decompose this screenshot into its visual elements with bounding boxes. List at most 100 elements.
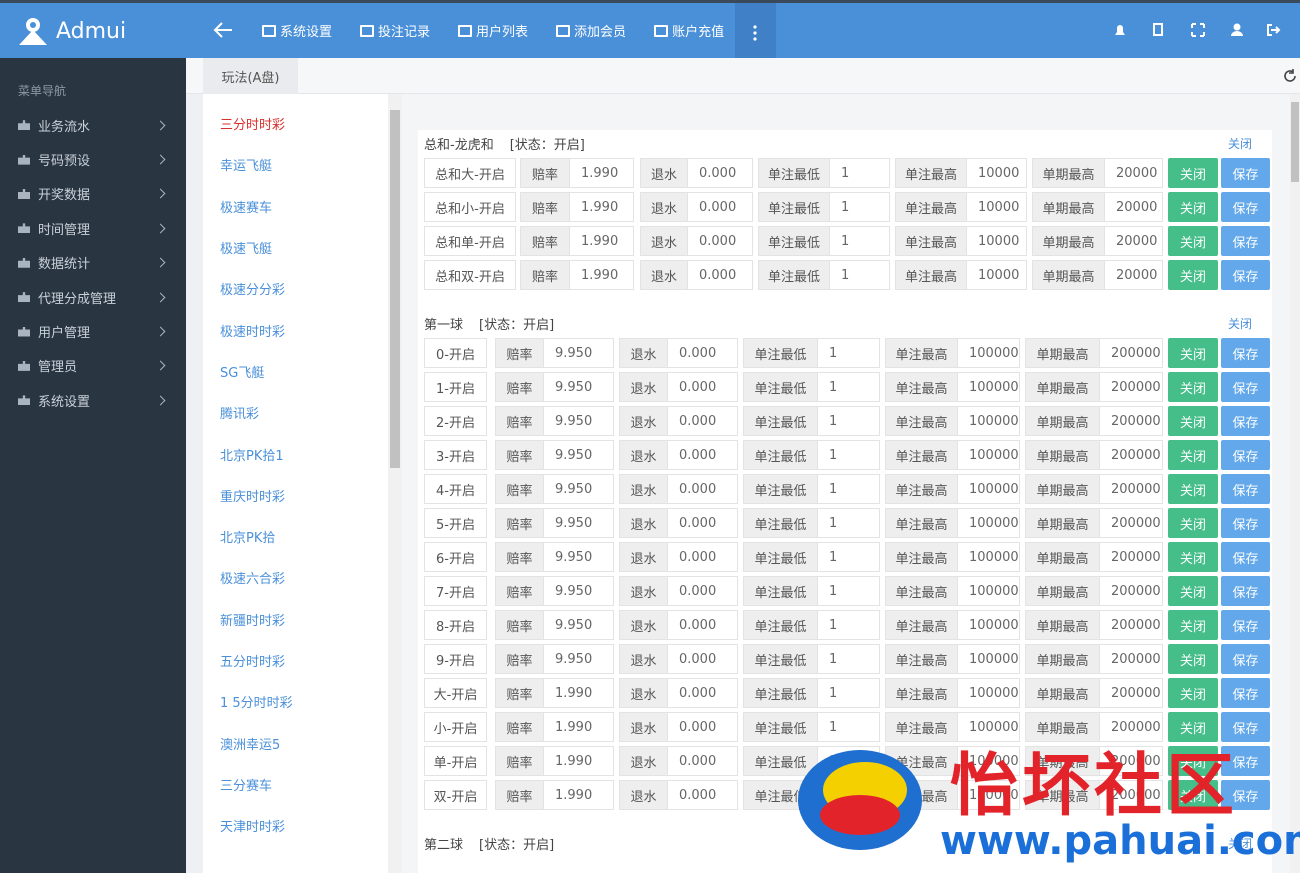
field-input[interactable]: 200000 (1100, 338, 1163, 368)
close-button[interactable]: 关闭 (1168, 746, 1218, 776)
field-input[interactable]: 0.000 (668, 780, 738, 810)
save-button[interactable]: 保存 (1221, 712, 1270, 742)
field-input[interactable]: 200000 (1100, 746, 1163, 776)
field-input[interactable]: 1 (818, 780, 880, 810)
section-toggle[interactable]: 关闭 (1227, 316, 1252, 331)
field-input[interactable]: 9.950 (544, 372, 614, 402)
close-button[interactable]: 关闭 (1168, 372, 1218, 402)
field-input[interactable]: 1.990 (544, 678, 614, 708)
field-input[interactable]: 0.000 (668, 576, 738, 606)
field-input[interactable]: 1 (818, 610, 880, 640)
save-button[interactable]: 保存 (1221, 338, 1270, 368)
field-input[interactable]: 100000 (958, 678, 1020, 708)
save-button[interactable]: 保存 (1221, 440, 1270, 470)
menu-item[interactable]: 时间管理 (0, 211, 186, 245)
save-button[interactable]: 保存 (1221, 576, 1270, 606)
menu-item[interactable]: 系统设置 (0, 383, 186, 417)
save-button[interactable]: 保存 (1221, 508, 1270, 538)
save-button[interactable]: 保存 (1221, 610, 1270, 640)
game-link[interactable]: 腾讯彩 (220, 407, 260, 423)
field-input[interactable]: 1 (818, 712, 880, 742)
field-input[interactable]: 200000 (1100, 780, 1163, 810)
field-input[interactable]: 100000 (958, 644, 1020, 674)
field-input[interactable]: 9.950 (544, 474, 614, 504)
close-button[interactable]: 关闭 (1168, 780, 1218, 810)
field-input[interactable]: 9.950 (544, 338, 614, 368)
menu-item[interactable]: 号码预设 (0, 142, 186, 176)
nav-item[interactable]: 添加会员 (556, 3, 626, 58)
field-input[interactable]: 100000 (958, 542, 1020, 572)
close-button[interactable]: 关闭 (1168, 508, 1218, 538)
field-input[interactable]: 0.000 (668, 440, 738, 470)
field-input[interactable]: 1 (818, 508, 880, 538)
field-input[interactable]: 100000 (958, 576, 1020, 606)
field-input[interactable]: 100000 (958, 372, 1020, 402)
section-toggle[interactable]: 关闭 (1227, 836, 1252, 851)
field-input[interactable]: 200000 (1100, 440, 1163, 470)
field-input[interactable]: 10000 (967, 260, 1027, 290)
close-button[interactable]: 关闭 (1168, 542, 1218, 572)
scroll-thumb[interactable] (1291, 102, 1299, 182)
game-link[interactable]: 三分时时彩 (220, 118, 286, 134)
field-input[interactable]: 1 (818, 678, 880, 708)
field-input[interactable]: 1 (830, 260, 890, 290)
field-input[interactable]: 0.000 (668, 372, 738, 402)
scroll-thumb[interactable] (390, 110, 400, 468)
field-input[interactable]: 100000 (958, 338, 1020, 368)
field-input[interactable]: 20000 (1105, 260, 1163, 290)
save-button[interactable]: 保存 (1221, 542, 1270, 572)
tab[interactable]: 玩法(A盘) (203, 58, 298, 94)
close-button[interactable]: 关闭 (1168, 158, 1218, 188)
close-button[interactable]: 关闭 (1168, 474, 1218, 504)
field-input[interactable]: 0.000 (668, 644, 738, 674)
close-button[interactable]: 关闭 (1168, 260, 1218, 290)
field-input[interactable]: 200000 (1100, 542, 1163, 572)
close-button[interactable]: 关闭 (1168, 338, 1218, 368)
brand[interactable]: Admui (18, 13, 126, 49)
game-link[interactable]: 三分赛车 (220, 778, 273, 794)
back-button[interactable] (213, 21, 233, 39)
game-link[interactable]: 幸运飞艇 (220, 159, 273, 175)
close-button[interactable]: 关闭 (1168, 610, 1218, 640)
save-button[interactable]: 保存 (1221, 226, 1270, 256)
field-input[interactable]: 200000 (1100, 576, 1163, 606)
game-link[interactable]: 北京PK拾 (220, 531, 276, 547)
field-input[interactable]: 1.990 (570, 158, 634, 188)
field-input[interactable]: 9.950 (544, 576, 614, 606)
field-input[interactable]: 0.000 (668, 678, 738, 708)
game-link[interactable]: 新疆时时彩 (220, 613, 286, 629)
close-button[interactable]: 关闭 (1168, 712, 1218, 742)
field-input[interactable]: 0.000 (668, 610, 738, 640)
field-input[interactable]: 20000 (1105, 226, 1163, 256)
game-link[interactable]: 1 5分时时彩 (220, 696, 293, 712)
field-input[interactable]: 100000 (958, 712, 1020, 742)
field-input[interactable]: 20000 (1105, 192, 1163, 222)
field-input[interactable]: 1.990 (570, 226, 634, 256)
field-input[interactable]: 200000 (1100, 610, 1163, 640)
close-button[interactable]: 关闭 (1168, 440, 1218, 470)
save-button[interactable]: 保存 (1221, 158, 1270, 188)
field-input[interactable]: 1 (818, 440, 880, 470)
save-button[interactable]: 保存 (1221, 644, 1270, 674)
menu-item[interactable]: 业务流水 (0, 108, 186, 142)
field-input[interactable]: 0.000 (668, 712, 738, 742)
game-link[interactable]: 五分时时彩 (220, 655, 286, 670)
field-input[interactable]: 0.000 (668, 406, 738, 436)
nav-item[interactable]: 用户列表 (458, 3, 528, 58)
save-button[interactable]: 保存 (1221, 678, 1270, 708)
field-input[interactable]: 100000 (958, 508, 1020, 538)
field-input[interactable]: 200000 (1100, 406, 1163, 436)
field-input[interactable]: 20000 (1105, 158, 1163, 188)
field-input[interactable]: 1.990 (544, 746, 614, 776)
menu-item[interactable]: 代理分成管理 (0, 280, 186, 314)
menu-item[interactable]: 用户管理 (0, 314, 186, 348)
field-input[interactable]: 9.950 (544, 542, 614, 572)
field-input[interactable]: 200000 (1100, 678, 1163, 708)
field-input[interactable]: 1 (830, 192, 890, 222)
field-input[interactable]: 100000 (958, 610, 1020, 640)
field-input[interactable]: 100000 (958, 440, 1020, 470)
close-button[interactable]: 关闭 (1168, 192, 1218, 222)
field-input[interactable]: 1 (818, 474, 880, 504)
menu-item[interactable]: 数据统计 (0, 246, 186, 280)
close-button[interactable]: 关闭 (1168, 678, 1218, 708)
